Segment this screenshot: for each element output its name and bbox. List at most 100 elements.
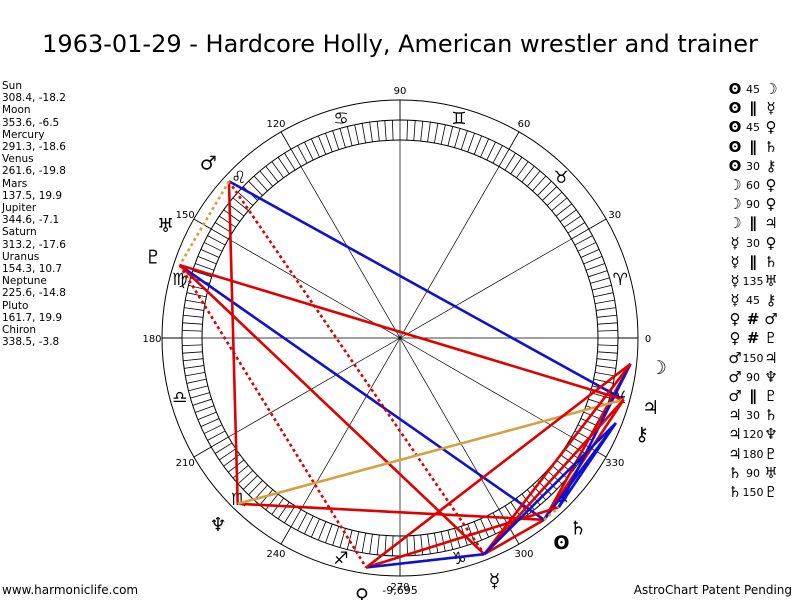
degree-tick bbox=[597, 344, 618, 347]
degree-tick bbox=[467, 133, 475, 153]
degree-tick bbox=[183, 358, 204, 362]
aspect-row: ☿ 30 ♀ bbox=[728, 234, 778, 253]
degree-tick bbox=[420, 534, 424, 555]
degree-tick bbox=[559, 209, 577, 222]
degree-tick bbox=[480, 138, 490, 158]
degree-label: 60 bbox=[518, 119, 531, 130]
aspect-row: ♂150♃ bbox=[728, 349, 778, 368]
degree-tick bbox=[427, 122, 431, 142]
mercury-glyph-icon: ☿ bbox=[730, 233, 740, 252]
aspect-row: ♄ 90 ♅ bbox=[728, 464, 778, 483]
degree-tick bbox=[537, 180, 552, 196]
degree-tick bbox=[354, 531, 360, 552]
aspect-line-saturn-chiron bbox=[557, 422, 617, 508]
degree-tick bbox=[259, 170, 274, 187]
aspect-row: ʘ ∥ ☿ bbox=[728, 99, 778, 118]
aspect-row: ♃ 30 ♄ bbox=[728, 406, 778, 425]
parallel-symbol-icon: ∥ bbox=[749, 252, 757, 271]
degree-tick bbox=[391, 120, 394, 141]
sun-glyph-icon: ʘ bbox=[728, 156, 742, 175]
degree-label: 300 bbox=[514, 549, 533, 560]
chiron-glyph-icon: ⚷ bbox=[765, 291, 777, 310]
moon-glyph-icon: ☽ bbox=[728, 214, 742, 233]
degree-tick bbox=[406, 120, 409, 141]
moon-planet-icon: ☽ bbox=[650, 357, 667, 379]
planet-coords-mercury: 291.3, -18.6 bbox=[2, 141, 66, 154]
degree-tick bbox=[185, 371, 206, 377]
degree-tick bbox=[567, 222, 586, 234]
planet-name-pluto: Pluto bbox=[2, 299, 29, 312]
degree-tick bbox=[406, 535, 409, 556]
degree-tick bbox=[574, 235, 593, 246]
division-tick bbox=[280, 131, 292, 150]
degree-tick bbox=[596, 365, 616, 369]
degree-label: 210 bbox=[176, 458, 195, 469]
jupiter-planet-icon: ♃ bbox=[642, 397, 659, 419]
degree-tick bbox=[354, 124, 360, 145]
degree-tick bbox=[203, 242, 223, 252]
aspect-row: ☿ 135♅ bbox=[728, 272, 778, 291]
planet-name-venus: Venus bbox=[2, 153, 34, 166]
saturn-glyph-icon: ♄ bbox=[728, 463, 742, 482]
degree-tick bbox=[214, 442, 233, 454]
neptune-glyph-icon: ♆ bbox=[764, 425, 778, 444]
aspect-angle: 45 bbox=[746, 83, 760, 96]
aspect-angle: 150 bbox=[742, 351, 764, 365]
degree-tick bbox=[192, 270, 212, 278]
libra-sign-icon: ♎ bbox=[172, 388, 187, 408]
degree-tick bbox=[420, 121, 424, 142]
degree-label: 120 bbox=[266, 119, 285, 130]
aspect-row: ʘ 45 ♀ bbox=[728, 118, 778, 137]
aspect-line-pluto-venus bbox=[178, 264, 368, 569]
pluto-glyph-icon: ♇ bbox=[764, 329, 778, 348]
degree-tick bbox=[317, 135, 327, 155]
planet-name-mars: Mars bbox=[2, 177, 28, 190]
venus-glyph-icon: ♀ bbox=[765, 175, 777, 194]
degree-tick bbox=[304, 515, 314, 535]
degree-tick bbox=[473, 135, 483, 155]
aspect-line-sun-neptune bbox=[237, 502, 545, 522]
planet-coords-moon: 353.6, -6.5 bbox=[2, 116, 60, 129]
degree-tick bbox=[504, 152, 516, 171]
aspect-row: ʘ 30 ⚷ bbox=[728, 157, 778, 176]
degree-tick bbox=[195, 263, 215, 271]
degree-tick bbox=[332, 526, 340, 546]
degree-tick bbox=[284, 152, 296, 171]
aspect-angle: 90 bbox=[746, 370, 760, 384]
degree-tick bbox=[492, 145, 503, 164]
degree-tick bbox=[186, 378, 207, 384]
aspect-row: ☿ 45 ⚷ bbox=[728, 291, 778, 310]
aspect-line-saturn-moon bbox=[557, 363, 632, 508]
degree-tick bbox=[277, 157, 290, 175]
degree-tick bbox=[376, 534, 380, 555]
degree-tick bbox=[592, 284, 612, 291]
degree-tick bbox=[361, 532, 367, 553]
aspect-angle: 30 bbox=[746, 159, 760, 173]
saturn-planet-icon: ♄ bbox=[569, 518, 586, 540]
degree-tick bbox=[284, 505, 296, 524]
degree-tick bbox=[186, 292, 207, 298]
degree-tick bbox=[237, 470, 254, 485]
degree-tick bbox=[182, 344, 203, 347]
aspect-row: ♃120♆ bbox=[728, 425, 778, 444]
aspect-row: ☽ 90 ♀ bbox=[728, 195, 778, 214]
virgo-sign-icon: ♍ bbox=[172, 270, 187, 290]
degree-tick bbox=[596, 358, 617, 362]
degree-label: 330 bbox=[605, 458, 624, 469]
degree-tick bbox=[577, 242, 597, 252]
degree-tick bbox=[583, 255, 603, 265]
planet-coords-chiron: 338.5, -3.8 bbox=[2, 336, 60, 349]
degree-tick bbox=[588, 270, 608, 278]
degree-tick bbox=[532, 175, 547, 192]
planet-coords-venus: 261.6, -19.8 bbox=[2, 165, 66, 178]
footer-website[interactable]: www.harmoniclife.com bbox=[2, 583, 139, 597]
jupiter-glyph-icon: ♃ bbox=[728, 406, 742, 425]
aspect-line-mars-neptune bbox=[227, 181, 239, 504]
degree-tick bbox=[580, 248, 600, 258]
taurus-sign-icon: ♉ bbox=[554, 168, 569, 188]
degree-label: 30 bbox=[608, 210, 621, 221]
degree-tick bbox=[290, 149, 302, 167]
aspect-row: ♂ 90 ♆ bbox=[728, 368, 778, 387]
planet-name-sun: Sun bbox=[2, 80, 22, 92]
planet-position-list: Sun 308.4, -18.2 Moon 353.6, -6.5 Mercury 291… bbox=[2, 80, 66, 348]
